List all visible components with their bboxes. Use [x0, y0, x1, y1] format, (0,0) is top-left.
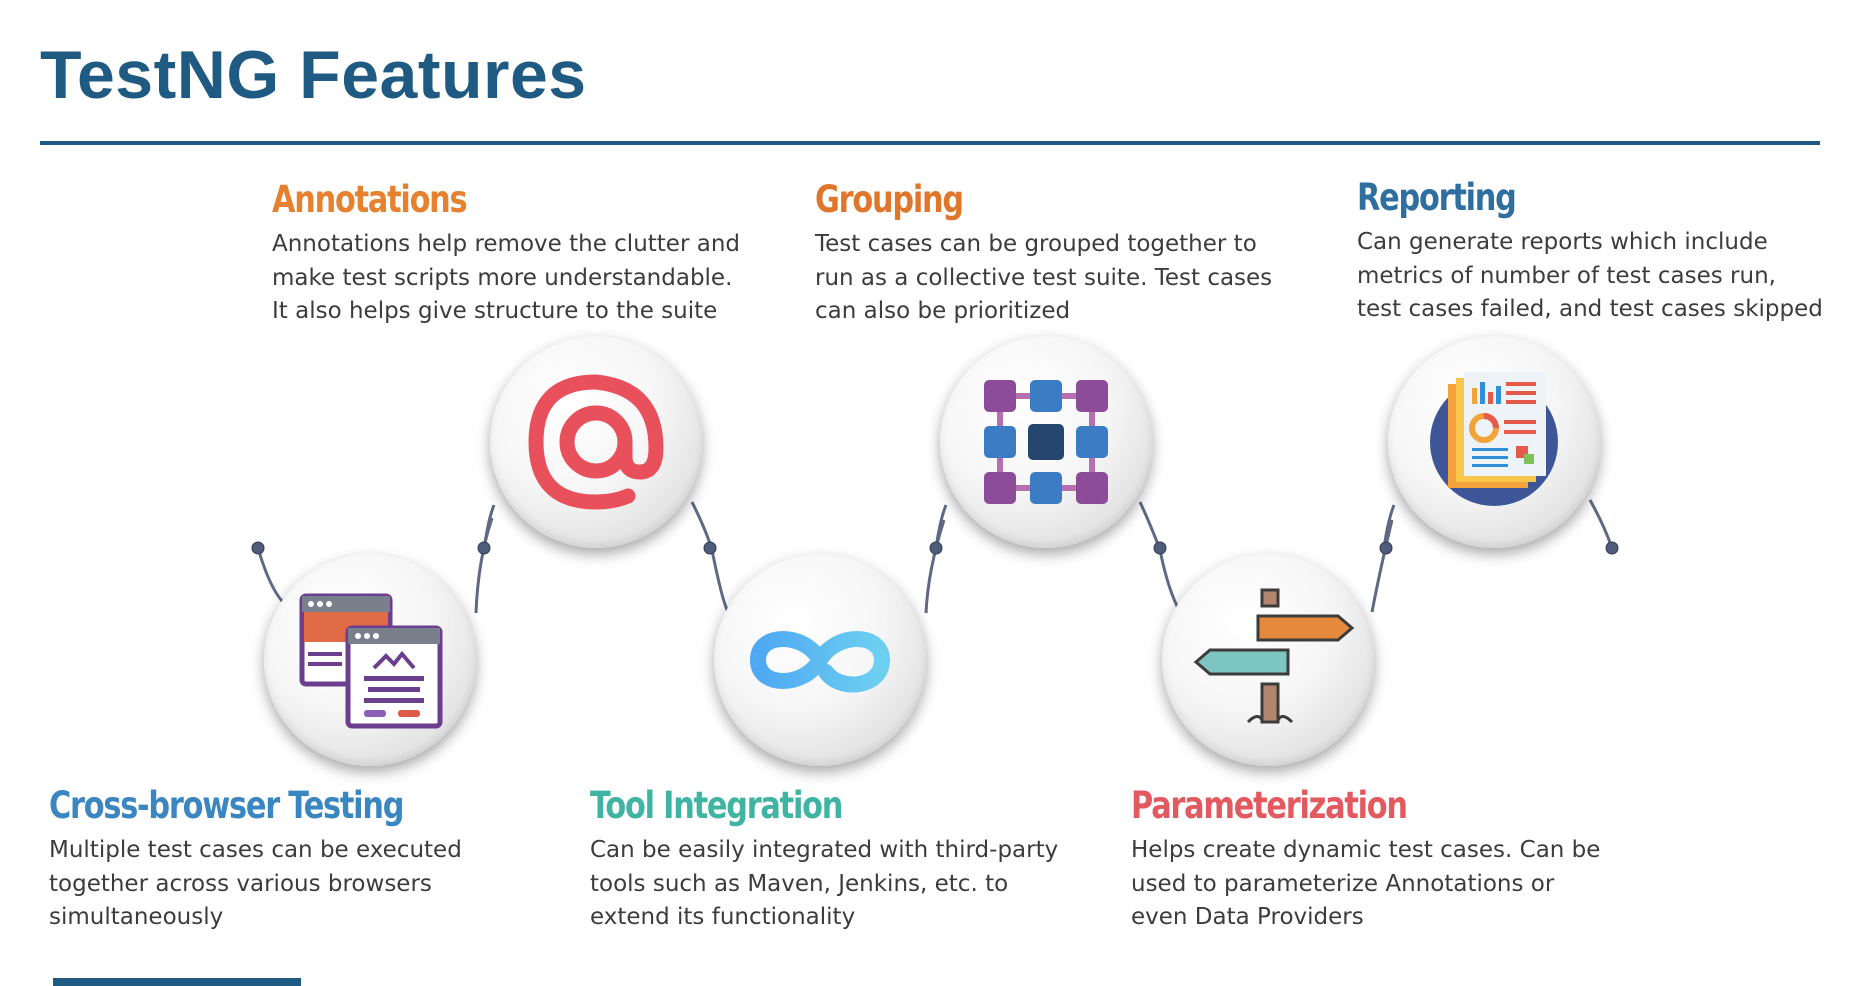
- feature-description: Can generate reports which include metri…: [1357, 229, 1823, 322]
- feature-description: Helps create dynamic test cases. Can be …: [1131, 837, 1601, 930]
- grid-network-icon: [984, 380, 1108, 504]
- feature-title: Grouping: [815, 178, 964, 221]
- connector-dot: [251, 541, 265, 555]
- annotations-circle: [490, 336, 702, 548]
- connector-dot: [1153, 541, 1167, 555]
- connector-dot: [929, 541, 943, 555]
- feature-description: Multiple test cases can be executed toge…: [49, 837, 462, 930]
- feature-description: Can be easily integrated with third-part…: [590, 837, 1059, 930]
- feature-title: Reporting: [1357, 176, 1517, 219]
- feature-title: Cross-browser Testing: [49, 784, 404, 827]
- feature-title: Parameterization: [1131, 784, 1408, 827]
- report-document-icon: [1430, 372, 1558, 506]
- feature-parameterization: Parameterization Helps create dynamic te…: [1131, 782, 1601, 935]
- at-sign-icon: [528, 374, 664, 510]
- grouping-circle: [940, 336, 1152, 548]
- feature-annotations: Annotations Annotations help remove the …: [272, 176, 742, 329]
- feature-cross-browser-testing: Cross-browser Testing Multiple test case…: [49, 782, 519, 935]
- connector-path-8: [1370, 519, 1394, 613]
- reporting-circle: [1388, 336, 1600, 548]
- browser-windows-icon: [299, 593, 443, 729]
- title-divider: [40, 141, 1820, 145]
- page-title: TestNG Features: [40, 37, 587, 113]
- signpost-icon: [1193, 588, 1355, 724]
- feature-title: Annotations: [272, 178, 468, 221]
- connector-dot: [703, 541, 717, 555]
- feature-grouping: Grouping Test cases can be grouped toget…: [815, 176, 1285, 329]
- footer-accent-bar: [53, 978, 301, 986]
- feature-description: Test cases can be grouped together to ru…: [815, 231, 1273, 324]
- infinity-icon: [749, 631, 891, 693]
- feature-tool-integration: Tool Integration Can be easily integrate…: [590, 782, 1060, 935]
- connector-dot: [1379, 541, 1393, 555]
- tool-integration-circle: [714, 554, 926, 766]
- feature-description: Annotations help remove the clutter and …: [272, 231, 740, 324]
- connector-path-5: [924, 519, 946, 614]
- connector-dot: [477, 541, 491, 555]
- parameterization-circle: [1162, 554, 1374, 766]
- feature-reporting: Reporting Can generate reports which inc…: [1357, 174, 1827, 327]
- cross-browser-circle: [264, 554, 476, 766]
- connector-dot: [1605, 541, 1619, 555]
- feature-title: Tool Integration: [590, 784, 843, 827]
